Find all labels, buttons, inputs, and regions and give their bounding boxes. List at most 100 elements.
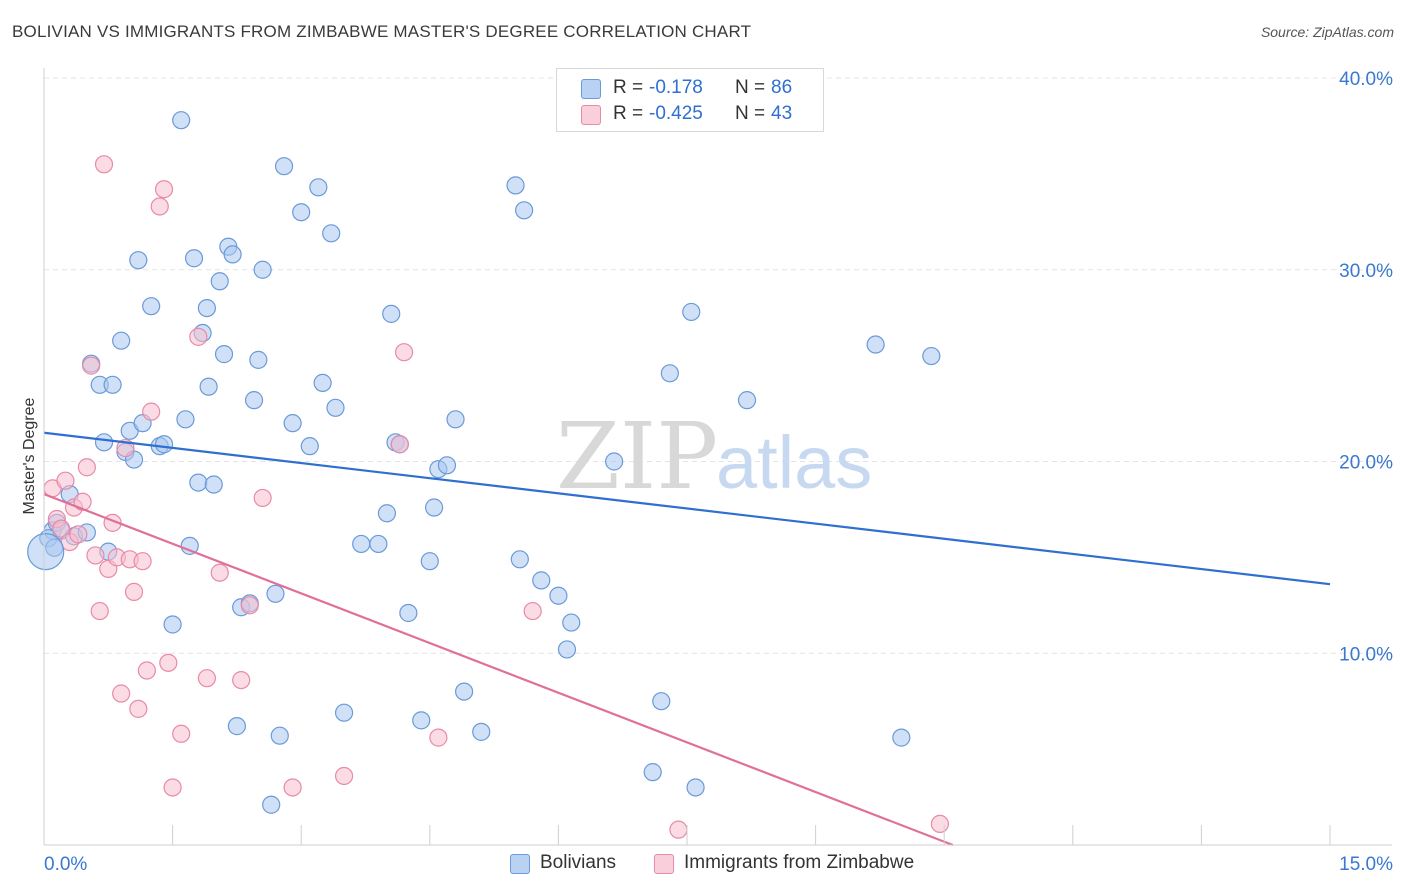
bolivian-point (326, 398, 345, 417)
bolivian-point (210, 272, 229, 291)
legend-r-value: -0.425 (649, 103, 703, 124)
legend-swatch-blue (510, 854, 530, 874)
zimbabwe-point (142, 402, 161, 421)
legend-n-value: 86 (771, 77, 793, 98)
bolivian-cluster-point (27, 533, 65, 571)
zimbabwe-point (56, 471, 75, 490)
legend-swatch-blue (581, 79, 601, 99)
bolivian-point (103, 375, 122, 394)
zimbabwe-point (154, 180, 174, 199)
bolivian-point (253, 260, 272, 279)
bolivian-point (204, 475, 223, 494)
bolivian-point (283, 414, 302, 433)
bolivian-point (266, 584, 285, 603)
bolivian-point (199, 377, 218, 396)
bolivian-point (643, 763, 662, 782)
legend-swatch-pink (654, 854, 674, 874)
bolivian-point (532, 571, 551, 590)
legend-r-label: R = (613, 103, 644, 124)
zimbabwe-point (253, 488, 272, 508)
legend-n-label: N = (735, 77, 766, 98)
source-credit: Source: ZipAtlas.com (1260, 24, 1394, 40)
zimbabwe-point (197, 669, 216, 688)
points-layer (27, 111, 950, 839)
zimbabwe-point (210, 563, 229, 582)
zimbabwe-point (669, 820, 688, 839)
bolivian-point (686, 778, 705, 797)
bolivian-point (557, 640, 577, 659)
watermark-atlas: atlas (716, 421, 872, 504)
bolivian-point (737, 391, 757, 410)
bolivian-point (322, 224, 341, 243)
zimbabwe-point (150, 197, 169, 216)
trend-layer (43, 431, 1331, 847)
zimbabwe-point (73, 492, 92, 511)
bolivian-point (129, 251, 148, 270)
bolivian-point (309, 178, 328, 197)
chart-title: BOLIVIAN VS IMMIGRANTS FROM ZIMBABWE MAS… (12, 22, 752, 41)
bolivian-point (244, 391, 264, 410)
zimbabwe-point (240, 596, 259, 615)
bolivian-point (197, 299, 216, 318)
bolivian-point (270, 726, 289, 745)
bolivian-point (420, 552, 439, 571)
bolivian-point (424, 498, 444, 517)
bolivian-point (682, 302, 701, 322)
zimbabwe-point (163, 778, 182, 797)
x-tick-label: 15.0% (1339, 854, 1393, 875)
zimbabwe-point (137, 661, 156, 680)
axis-layer: 10.0% 20.0% 30.0% 40.0% 0.0% 15.0% (43, 68, 1393, 875)
bolivian-point (313, 373, 332, 392)
bolivian-point (112, 331, 131, 350)
bolivian-point (223, 245, 242, 264)
bolivian-point (172, 111, 191, 130)
legend-n-value: 43 (771, 103, 793, 124)
bolivian-point (176, 410, 195, 429)
bolivian-point (180, 536, 199, 555)
zimbabwe-point (232, 670, 251, 690)
bolivian-trendline (43, 431, 1331, 586)
zimbabwe-point (112, 684, 131, 703)
zimbabwe-point (69, 525, 88, 544)
bolivian-point (227, 717, 246, 736)
legend-label-bolivians: Bolivians (540, 852, 617, 873)
zimbabwe-point (82, 356, 101, 375)
bolivian-point (446, 410, 465, 429)
legend-r-label: R = (613, 77, 644, 98)
bolivian-point (562, 613, 581, 632)
stats-legend: R = -0.178 N = 86 R = -0.425 N = 43 (556, 68, 824, 132)
bolivian-point (249, 350, 268, 369)
y-tick-label: 20.0% (1339, 453, 1393, 474)
y-tick-label: 30.0% (1339, 261, 1393, 282)
bolivian-point (510, 550, 529, 569)
zimbabwe-point (523, 601, 542, 621)
bolivian-point (369, 534, 388, 554)
bolivian-point (652, 692, 671, 711)
bolivian-point (506, 176, 525, 195)
zimbabwe-point (334, 766, 354, 786)
bolivian-point (412, 711, 431, 730)
bolivian-point (214, 345, 234, 364)
x-tick-label: 0.0% (44, 854, 87, 875)
bolivian-point (300, 437, 319, 456)
bolivian-point (515, 201, 534, 220)
zimbabwe-point (930, 814, 950, 834)
bolivian-point (922, 346, 941, 366)
zimbabwe-point (77, 458, 96, 477)
bolivian-point (262, 795, 281, 814)
bolivian-point (292, 203, 311, 222)
zimbabwe-point (283, 778, 302, 797)
bolivian-point (142, 297, 161, 316)
bolivian-point (472, 722, 491, 741)
bolivian-point (892, 728, 911, 747)
bolivian-point (382, 304, 401, 323)
legend-label-zimbabwe: Immigrants from Zimbabwe (684, 852, 915, 873)
bolivian-point (334, 703, 354, 722)
y-tick-label: 40.0% (1339, 69, 1393, 90)
bolivian-point (660, 364, 679, 383)
bolivian-point (189, 473, 208, 492)
bolivian-point (866, 335, 885, 354)
bolivian-point (154, 435, 174, 454)
bolivian-point (377, 504, 397, 523)
bolivian-point (399, 603, 418, 623)
